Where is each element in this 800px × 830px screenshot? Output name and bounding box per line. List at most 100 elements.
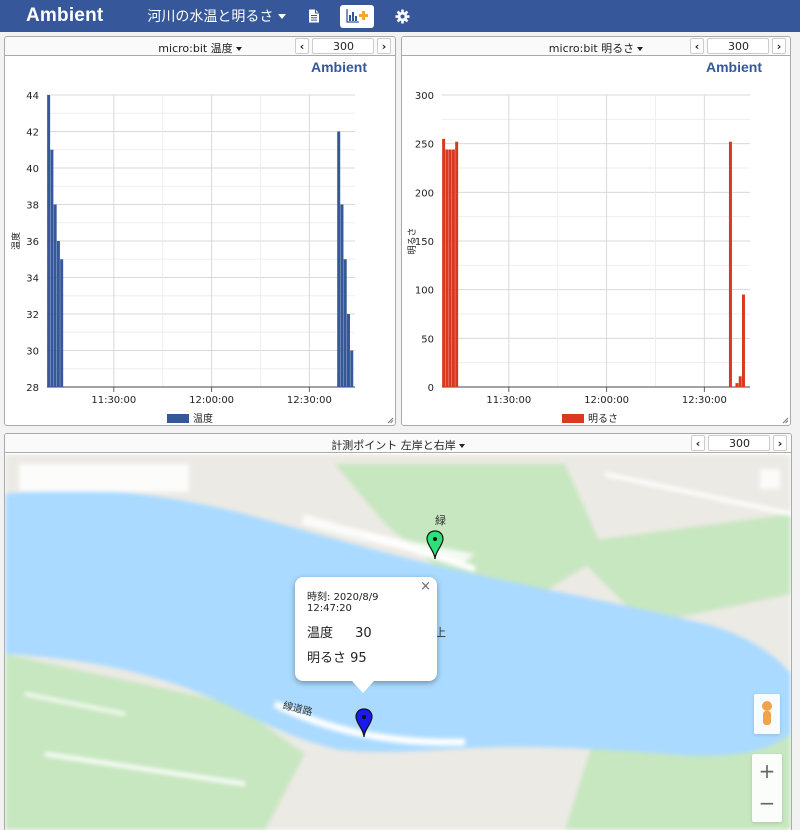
bar[interactable] bbox=[445, 149, 449, 387]
popup-row-label: 明るさ bbox=[307, 651, 347, 666]
brand-logo[interactable]: Ambient bbox=[26, 5, 104, 26]
bar[interactable] bbox=[735, 383, 739, 387]
bar[interactable] bbox=[448, 149, 452, 387]
y-tick-label: 32 bbox=[26, 310, 39, 321]
map-label-green: 緑 bbox=[435, 514, 446, 527]
temperature-bar-chart: 28 30 32 34 36 38 40 42 44 11:30:00 12:00:00 12:30:… bbox=[10, 59, 367, 425]
next-page-button[interactable]: › bbox=[772, 38, 786, 54]
add-chart-icon bbox=[346, 9, 369, 23]
y-tick-label: 100 bbox=[415, 286, 434, 297]
map-marker-blue-icon[interactable] bbox=[355, 708, 373, 738]
y-tick-label: 42 bbox=[26, 128, 39, 139]
popup-row-label: 温度 bbox=[307, 626, 334, 641]
legend-swatch[interactable] bbox=[562, 414, 584, 423]
x-tick-label: 11:30:00 bbox=[486, 395, 531, 406]
close-icon[interactable]: × bbox=[420, 579, 431, 594]
data-count-input[interactable] bbox=[707, 38, 769, 54]
popup-row-value: 95 bbox=[350, 651, 367, 666]
document-icon[interactable] bbox=[304, 6, 324, 26]
legend-swatch[interactable] bbox=[167, 414, 189, 423]
popup-row-temperature: 温度 30 bbox=[307, 622, 425, 641]
data-count-pager: ‹ › bbox=[295, 38, 391, 54]
bar[interactable] bbox=[50, 149, 54, 387]
y-tick-label: 300 bbox=[415, 91, 434, 102]
panel-header: micro:bit 明るさ ‹ › bbox=[402, 37, 790, 56]
map-marker-green-icon[interactable] bbox=[426, 530, 444, 560]
map-title-dropdown[interactable]: 計測ポイント 左岸と右岸 bbox=[5, 437, 791, 453]
chevron-down-icon bbox=[235, 47, 242, 51]
map-title: 計測ポイント 左岸と右岸 bbox=[331, 439, 456, 452]
channel-title: 河川の水温と明るさ bbox=[147, 9, 274, 25]
popup-timestamp: 時刻: 2020/8/9 12:47:20 bbox=[307, 588, 425, 614]
brightness-chart-panel: micro:bit 明るさ ‹ › 0 50 100 150 200 250 300 11:3… bbox=[401, 36, 791, 426]
next-page-button[interactable]: › bbox=[377, 38, 391, 54]
chart-title-dropdown[interactable]: micro:bit 温度 bbox=[5, 40, 395, 56]
chevron-down-icon bbox=[637, 47, 644, 51]
next-page-button[interactable]: › bbox=[773, 435, 787, 451]
popup-row-brightness: 明るさ 95 bbox=[307, 647, 425, 666]
previous-page-button[interactable]: ‹ bbox=[690, 38, 704, 54]
x-tick-label: 12:30:00 bbox=[682, 395, 727, 406]
legend-label[interactable]: 明るさ bbox=[588, 413, 618, 425]
x-tick-label: 12:00:00 bbox=[189, 395, 234, 406]
map-panel: 計測ポイント 左岸と右岸 ‹ › bbox=[4, 433, 792, 830]
gear-icon[interactable] bbox=[392, 6, 412, 26]
street-view-pegman-icon[interactable] bbox=[754, 694, 780, 734]
zoom-controls: + − bbox=[752, 754, 782, 822]
x-tick-label: 12:30:00 bbox=[287, 395, 332, 406]
panel-header: micro:bit 温度 ‹ › bbox=[5, 37, 395, 56]
bar[interactable] bbox=[442, 138, 446, 387]
data-count-pager: ‹ › bbox=[690, 38, 786, 54]
y-tick-label: 50 bbox=[421, 334, 434, 345]
y-tick-label: 250 bbox=[415, 140, 434, 151]
y-tick-label: 28 bbox=[26, 383, 39, 394]
bar[interactable] bbox=[451, 149, 455, 387]
zoom-in-icon[interactable]: + bbox=[758, 759, 776, 783]
bar[interactable] bbox=[346, 314, 350, 387]
bar[interactable] bbox=[60, 259, 64, 387]
previous-page-button[interactable]: ‹ bbox=[295, 38, 309, 54]
bar[interactable] bbox=[337, 131, 341, 388]
legend-label[interactable]: 温度 bbox=[193, 412, 213, 425]
map-label-upper: 上 bbox=[435, 626, 446, 639]
bar[interactable] bbox=[47, 95, 51, 387]
bar[interactable] bbox=[350, 350, 354, 388]
data-count-input[interactable] bbox=[312, 38, 374, 54]
y-tick-label: 30 bbox=[26, 347, 39, 358]
x-tick-label: 12:00:00 bbox=[584, 395, 629, 406]
chart-title: micro:bit 明るさ bbox=[548, 42, 635, 55]
add-chart-button[interactable] bbox=[340, 4, 375, 28]
brightness-bar-chart: 0 50 100 150 200 250 300 11:30:00 12:00:00 12:30:… bbox=[407, 59, 762, 425]
panel-header: 計測ポイント 左岸と右岸 ‹ › bbox=[5, 434, 791, 453]
y-tick-label: 40 bbox=[26, 164, 39, 175]
resize-handle-icon[interactable] bbox=[781, 416, 789, 424]
bar[interactable] bbox=[741, 294, 745, 387]
chart-title-dropdown[interactable]: micro:bit 明るさ bbox=[402, 40, 790, 56]
popup-time-value: 2020/8/9 12:47:20 bbox=[307, 592, 379, 614]
bar[interactable] bbox=[455, 141, 459, 387]
y-axis-label: 明るさ bbox=[407, 227, 418, 254]
bar[interactable] bbox=[343, 259, 347, 387]
y-tick-label: 150 bbox=[415, 237, 434, 248]
ambient-watermark: Ambient bbox=[311, 59, 367, 75]
y-tick-label: 0 bbox=[428, 383, 434, 394]
bar[interactable] bbox=[56, 241, 60, 387]
y-tick-label: 36 bbox=[26, 237, 39, 248]
previous-page-button[interactable]: ‹ bbox=[691, 435, 705, 451]
y-tick-label: 38 bbox=[26, 201, 39, 212]
marker-info-popup: × 時刻: 2020/8/9 12:47:20 温度 30 明るさ 95 bbox=[295, 577, 437, 693]
zoom-out-icon[interactable]: − bbox=[758, 791, 776, 815]
bar[interactable] bbox=[728, 141, 732, 387]
popup-row-value: 30 bbox=[355, 626, 372, 641]
popup-time-label: 時刻: bbox=[307, 592, 331, 603]
data-count-input[interactable] bbox=[708, 435, 770, 451]
chevron-down-icon bbox=[458, 444, 465, 448]
resize-handle-icon[interactable] bbox=[386, 416, 394, 424]
bar[interactable] bbox=[340, 204, 344, 388]
bar[interactable] bbox=[738, 376, 742, 387]
chevron-down-icon bbox=[278, 13, 287, 19]
map-view[interactable]: 緑 上 線道路 + − × 時刻: 2020/8/9 12:47:20 bbox=[5, 454, 791, 830]
bar[interactable] bbox=[53, 204, 57, 388]
temperature-chart-panel: micro:bit 温度 ‹ › 28 30 32 34 36 38 40 42 44 11:30… bbox=[4, 36, 396, 426]
channel-dropdown[interactable]: 河川の水温と明るさ bbox=[147, 6, 287, 26]
